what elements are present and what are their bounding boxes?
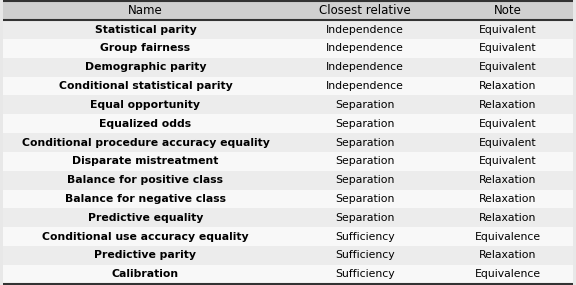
Text: Equivalent: Equivalent xyxy=(479,25,536,35)
Text: Statistical parity: Statistical parity xyxy=(94,25,196,35)
Text: Separation: Separation xyxy=(335,194,395,204)
Bar xyxy=(3,95,573,114)
Text: Relaxation: Relaxation xyxy=(479,213,536,223)
Text: Equivalent: Equivalent xyxy=(479,137,536,148)
Text: Sufficiency: Sufficiency xyxy=(335,269,395,279)
Text: Demographic parity: Demographic parity xyxy=(85,62,206,72)
Text: Relaxation: Relaxation xyxy=(479,250,536,260)
Text: Group fairness: Group fairness xyxy=(100,43,191,54)
Text: Closest relative: Closest relative xyxy=(319,4,411,17)
Bar xyxy=(3,227,573,246)
Text: Calibration: Calibration xyxy=(112,269,179,279)
Text: Name: Name xyxy=(128,4,163,17)
Text: Separation: Separation xyxy=(335,119,395,129)
Text: Balance for positive class: Balance for positive class xyxy=(67,175,223,185)
Text: Predictive equality: Predictive equality xyxy=(88,213,203,223)
Text: Equivalence: Equivalence xyxy=(475,231,541,242)
Bar xyxy=(3,171,573,190)
Bar xyxy=(3,246,573,265)
Text: Equal opportunity: Equal opportunity xyxy=(90,100,200,110)
Text: Relaxation: Relaxation xyxy=(479,81,536,91)
Text: Equivalent: Equivalent xyxy=(479,43,536,54)
Bar xyxy=(3,20,573,39)
Bar xyxy=(3,39,573,58)
Text: Independence: Independence xyxy=(326,43,404,54)
Text: Equivalent: Equivalent xyxy=(479,156,536,166)
Text: Independence: Independence xyxy=(326,81,404,91)
Text: Separation: Separation xyxy=(335,156,395,166)
Text: Equivalent: Equivalent xyxy=(479,119,536,129)
Bar xyxy=(3,190,573,208)
Text: Equivalent: Equivalent xyxy=(479,62,536,72)
Bar xyxy=(3,114,573,133)
Bar xyxy=(3,77,573,95)
Text: Separation: Separation xyxy=(335,137,395,148)
Text: Note: Note xyxy=(494,4,521,17)
Text: Equalized odds: Equalized odds xyxy=(100,119,191,129)
Text: Independence: Independence xyxy=(326,25,404,35)
Bar xyxy=(3,1,573,20)
Text: Separation: Separation xyxy=(335,100,395,110)
Text: Relaxation: Relaxation xyxy=(479,194,536,204)
Text: Sufficiency: Sufficiency xyxy=(335,250,395,260)
Text: Conditional statistical parity: Conditional statistical parity xyxy=(59,81,232,91)
Text: Conditional procedure accuracy equality: Conditional procedure accuracy equality xyxy=(21,137,270,148)
Text: Sufficiency: Sufficiency xyxy=(335,231,395,242)
Text: Predictive parity: Predictive parity xyxy=(94,250,196,260)
Text: Independence: Independence xyxy=(326,62,404,72)
Text: Separation: Separation xyxy=(335,175,395,185)
Bar xyxy=(3,208,573,227)
Bar xyxy=(3,265,573,284)
Text: Conditional use accuracy equality: Conditional use accuracy equality xyxy=(42,231,249,242)
Bar xyxy=(3,152,573,171)
Bar xyxy=(3,58,573,77)
Text: Relaxation: Relaxation xyxy=(479,175,536,185)
Text: Balance for negative class: Balance for negative class xyxy=(65,194,226,204)
Text: Equivalence: Equivalence xyxy=(475,269,541,279)
Text: Relaxation: Relaxation xyxy=(479,100,536,110)
Text: Disparate mistreatment: Disparate mistreatment xyxy=(72,156,219,166)
Text: Separation: Separation xyxy=(335,213,395,223)
Bar xyxy=(3,133,573,152)
